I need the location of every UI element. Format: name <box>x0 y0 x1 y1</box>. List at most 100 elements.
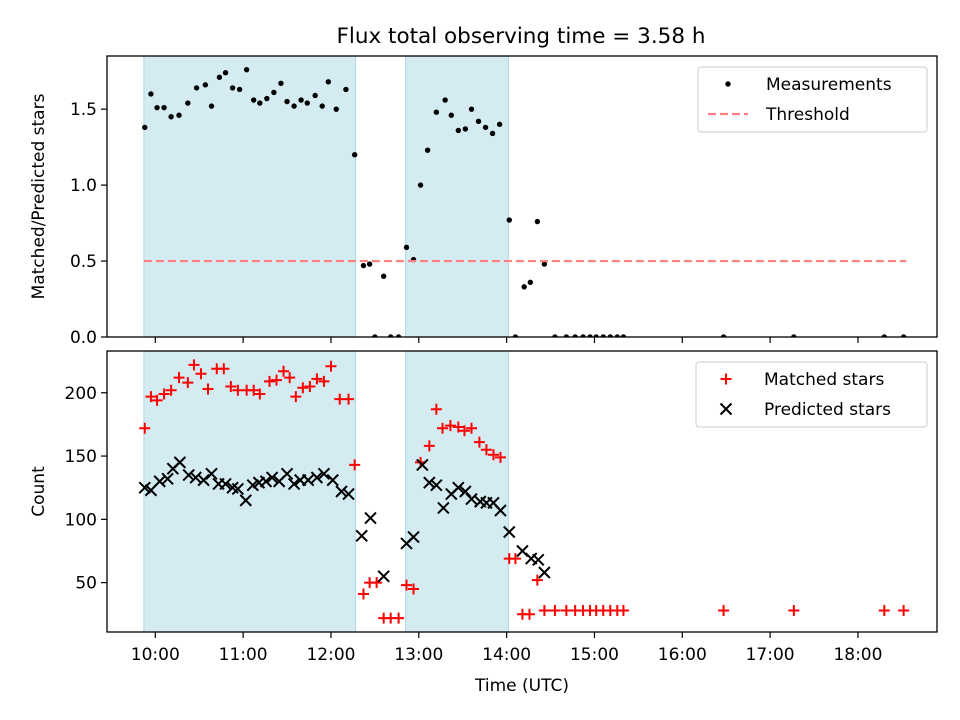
matched-stars-point <box>465 422 477 434</box>
legend: Matched stars Predicted stars <box>695 361 928 428</box>
y-tick-label: 200 <box>65 384 97 404</box>
matched-stars-point <box>278 365 290 377</box>
predicted-stars-point <box>494 504 507 517</box>
measurement-point <box>587 334 593 337</box>
axes-frame <box>106 55 938 338</box>
measurement-point <box>424 147 431 153</box>
measurement-point <box>264 95 270 102</box>
predicted-stars-point <box>459 485 472 498</box>
plot-area <box>142 56 907 337</box>
figure-title: Flux total observing time = 3.58 h <box>337 24 706 49</box>
matched-stars-point <box>263 375 275 387</box>
matched-stars-point <box>788 604 800 616</box>
predicted-stars-point <box>205 467 218 480</box>
predicted-stars-point <box>532 553 545 567</box>
legend-marker-measurements <box>725 81 731 87</box>
matched-stars-point <box>898 604 910 616</box>
x-tick-label: 14:00 <box>482 645 531 665</box>
measurement-point <box>351 152 358 158</box>
matched-stars-point <box>284 372 296 384</box>
x-tick-label: 18:00 <box>833 645 882 665</box>
measurement-point <box>572 334 578 337</box>
legend-marker-matched <box>720 373 732 385</box>
matched-stars-point <box>480 444 492 456</box>
measurement-point <box>243 66 250 73</box>
measurement-point <box>360 262 367 269</box>
matched-stars-point <box>538 604 550 616</box>
matched-stars-point <box>158 388 170 400</box>
matched-stars-point <box>182 377 194 389</box>
x-axis-label: Time (UTC) <box>474 676 569 696</box>
predicted-stars-point <box>423 476 436 489</box>
matched-stars-point <box>718 604 730 616</box>
legend-label: Threshold <box>765 105 850 125</box>
bottom-panel-counts: 50 100 150 200 10:00 11:00 12:00 13:00 14:00 15:0… <box>29 350 938 696</box>
measurement-point <box>496 121 503 128</box>
measurement-point <box>534 218 541 225</box>
measurement-point <box>284 98 290 105</box>
predicted-stars-point <box>407 530 420 544</box>
matched-stars-point <box>218 363 230 375</box>
matched-stars-point <box>473 436 485 448</box>
matched-stars-point <box>343 393 355 405</box>
predicted-stars-point <box>437 501 450 515</box>
measurement-point <box>433 109 440 115</box>
matched-stars-point <box>523 608 535 620</box>
predicted-stars-point <box>231 482 245 496</box>
measurement-point <box>168 114 174 120</box>
measurement-point <box>462 126 469 132</box>
matched-stars-point <box>371 577 383 589</box>
matched-stars-point <box>202 383 214 395</box>
y-tick-label: 150 <box>65 447 97 467</box>
matched-stars-point <box>423 440 435 452</box>
matched-stars-point <box>195 368 207 380</box>
measurement-point <box>541 261 548 267</box>
measurement-point <box>512 334 519 337</box>
matched-stars-point <box>430 403 442 415</box>
matched-stars-point <box>349 459 361 471</box>
x-tick-label: 16:00 <box>658 645 707 665</box>
matched-stars-point <box>297 382 309 394</box>
measurement-point <box>176 112 182 118</box>
matched-stars-point <box>173 372 185 384</box>
predicted-stars-point <box>280 467 294 480</box>
y-tick-label: 50 <box>75 574 97 594</box>
legend-box <box>697 66 928 133</box>
x-tick-label: 12:00 <box>306 645 355 665</box>
matched-stars-point <box>139 422 151 434</box>
measurement-point <box>600 334 606 337</box>
matched-stars-point <box>357 588 369 600</box>
matched-stars-point <box>408 583 420 595</box>
matched-stars-point <box>393 612 405 624</box>
predicted-stars-point <box>377 570 390 583</box>
measurement-point <box>257 100 263 106</box>
matched-stars-point <box>437 422 449 434</box>
measurement-point <box>395 334 402 337</box>
measurement-point <box>448 112 454 118</box>
matched-stars-point <box>878 604 890 616</box>
observing-window-band <box>143 56 357 337</box>
predicted-stars-point <box>452 481 465 494</box>
observing-window-band <box>405 351 509 632</box>
legend-label: Predicted stars <box>764 400 891 420</box>
measurement-point <box>593 334 599 337</box>
observing-window-band <box>405 56 509 337</box>
predicted-stars-point <box>342 487 355 501</box>
predicted-stars-point <box>182 468 195 482</box>
measurement-point <box>521 284 527 290</box>
matched-stars-point <box>248 384 260 396</box>
measurement-point <box>387 334 394 337</box>
matched-stars-point <box>311 373 323 385</box>
measurement-point <box>250 97 257 103</box>
measurement-point <box>325 79 332 85</box>
y-tick-label: 1.0 <box>70 176 97 196</box>
measurement-point <box>278 80 284 87</box>
legend-label: Matched stars <box>764 370 884 390</box>
plot-area <box>138 351 910 632</box>
predicted-stars-point <box>538 566 551 579</box>
predicted-stars-point <box>335 485 348 498</box>
matched-stars-point <box>145 391 157 403</box>
measurement-point <box>475 118 482 125</box>
matched-stars-point <box>401 579 413 591</box>
